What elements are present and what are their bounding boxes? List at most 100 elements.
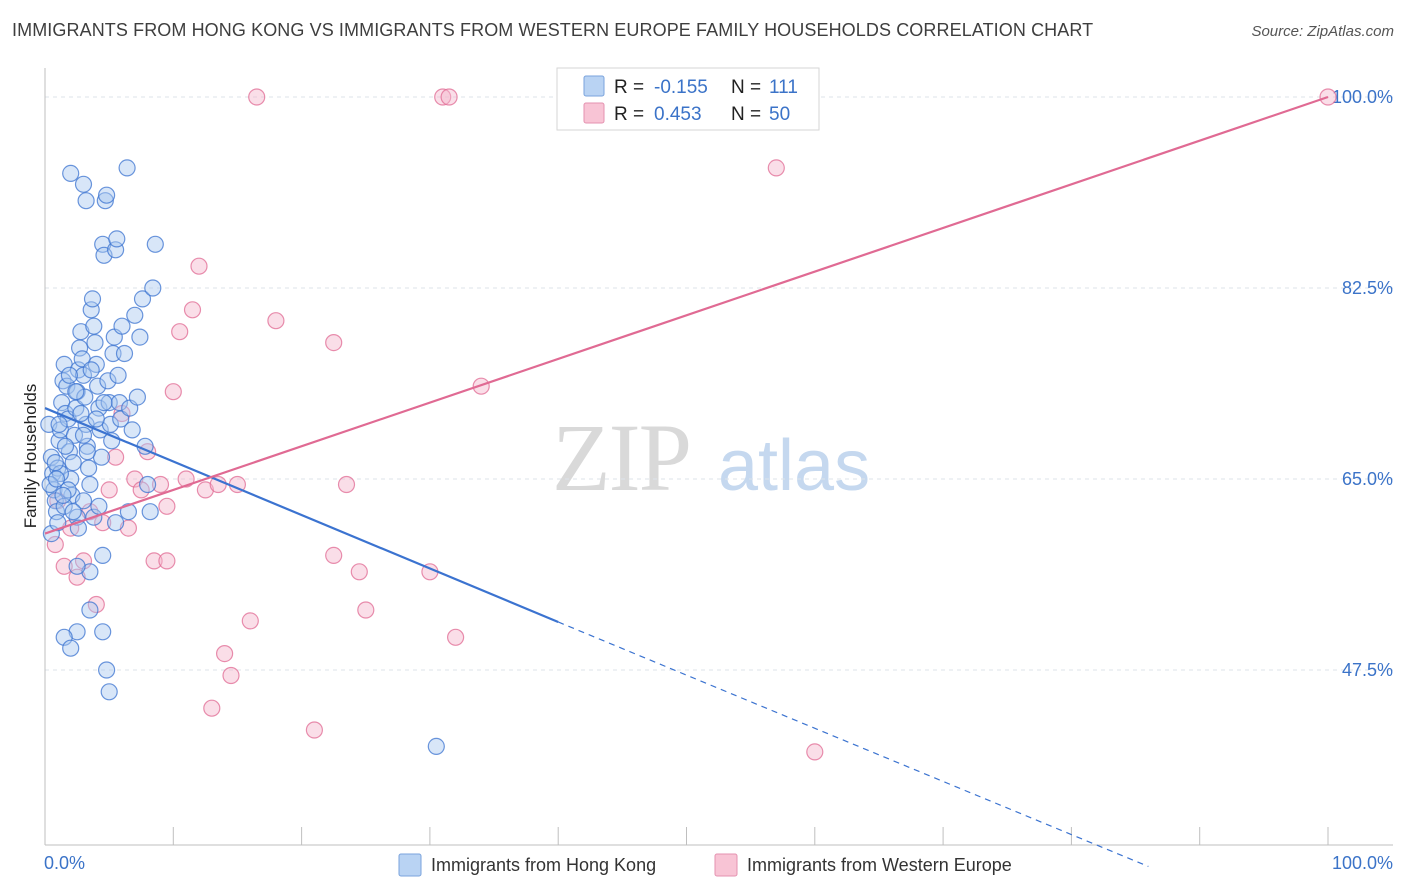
gridlines bbox=[45, 96, 1393, 671]
data-point-hong-kong bbox=[74, 426, 93, 444]
data-point-hong-kong bbox=[131, 328, 149, 346]
legend-western-europe-label: Immigrants from Western Europe bbox=[747, 855, 1012, 875]
y-tick-label: 82.5% bbox=[1342, 278, 1393, 298]
data-point-hong-kong bbox=[81, 475, 99, 494]
data-point-hong-kong bbox=[74, 492, 93, 510]
stats-blue-n-value: 111 bbox=[769, 77, 798, 98]
data-point-hong-kong bbox=[87, 410, 105, 428]
data-point-hong-kong bbox=[144, 279, 162, 297]
data-point-hong-kong bbox=[68, 557, 86, 575]
data-point-hong-kong bbox=[82, 301, 100, 319]
axes bbox=[44, 68, 1393, 846]
data-point-hong-kong bbox=[62, 164, 80, 182]
data-point-hong-kong bbox=[55, 628, 73, 646]
data-point-hong-kong bbox=[97, 661, 116, 679]
data-point-western-europe bbox=[171, 323, 189, 341]
data-point-hong-kong bbox=[141, 503, 159, 521]
x-tick-label-max: 100.0% bbox=[1332, 853, 1393, 873]
data-point-western-europe bbox=[151, 475, 170, 494]
data-point-hong-kong bbox=[118, 159, 136, 177]
data-point-western-europe bbox=[177, 470, 195, 488]
data-point-hong-kong bbox=[47, 470, 66, 488]
stats-pink-r-label: R = bbox=[614, 104, 644, 125]
trend-line-hong-kong bbox=[44, 407, 559, 623]
data-point-hong-kong bbox=[64, 454, 82, 472]
legend-western-europe-swatch bbox=[714, 853, 738, 877]
data-point-western-europe bbox=[100, 481, 118, 499]
data-point-western-europe bbox=[216, 644, 234, 663]
stats-blue-n-label: N = bbox=[731, 77, 761, 98]
data-point-western-europe bbox=[55, 557, 73, 575]
data-point-western-europe bbox=[357, 601, 375, 619]
data-point-western-europe bbox=[46, 535, 64, 554]
data-point-hong-kong bbox=[146, 235, 164, 253]
data-point-hong-kong bbox=[128, 388, 146, 406]
trend-line-western-europe bbox=[44, 95, 1329, 535]
data-point-hong-kong bbox=[60, 366, 79, 384]
data-point-hong-kong bbox=[78, 437, 96, 455]
data-point-hong-kong bbox=[56, 437, 75, 455]
data-point-western-europe bbox=[440, 88, 458, 106]
data-point-hong-kong bbox=[68, 623, 86, 641]
legend-hong-kong-label: Immigrants from Hong Kong bbox=[431, 855, 656, 875]
data-point-hong-kong bbox=[46, 454, 64, 472]
watermark: ZIP atlas bbox=[552, 404, 870, 511]
y-tick-label: 47.5% bbox=[1342, 660, 1393, 680]
data-point-hong-kong bbox=[123, 421, 141, 439]
data-point-hong-kong bbox=[85, 317, 103, 335]
data-point-hong-kong bbox=[92, 448, 111, 466]
data-point-western-europe bbox=[350, 563, 368, 581]
data-point-western-europe bbox=[164, 383, 182, 401]
data-point-hong-kong bbox=[74, 175, 93, 193]
data-point-hong-kong bbox=[82, 361, 100, 379]
data-point-hong-kong bbox=[78, 443, 96, 461]
data-point-hong-kong bbox=[76, 388, 94, 406]
data-point-western-europe bbox=[248, 88, 266, 106]
data-point-western-europe bbox=[267, 312, 285, 330]
data-point-hong-kong bbox=[99, 372, 117, 390]
data-point-hong-kong bbox=[96, 192, 114, 210]
data-point-hong-kong bbox=[100, 683, 118, 701]
data-point-hong-kong bbox=[81, 563, 99, 581]
data-point-western-europe bbox=[158, 497, 176, 515]
y-tick-label: 65.0% bbox=[1342, 469, 1393, 489]
data-point-western-europe bbox=[203, 699, 221, 717]
data-point-hong-kong bbox=[83, 290, 102, 308]
trend-line-hong-kong-extrapolated bbox=[557, 621, 1149, 868]
data-point-western-europe bbox=[241, 612, 259, 630]
data-point-hong-kong bbox=[67, 383, 85, 401]
data-point-hong-kong bbox=[58, 377, 76, 395]
data-point-western-europe bbox=[183, 301, 202, 319]
data-point-hong-kong bbox=[81, 601, 99, 619]
data-point-hong-kong bbox=[90, 497, 108, 515]
stats-pink-n-label: N = bbox=[731, 104, 761, 125]
stats-pink-n-value: 50 bbox=[769, 104, 790, 125]
chart-title: IMMIGRANTS FROM HONG KONG VS IMMIGRANTS … bbox=[12, 20, 1094, 40]
data-point-western-europe bbox=[337, 475, 356, 494]
watermark-atlas: atlas bbox=[718, 426, 870, 506]
y-axis-label: Family Households bbox=[21, 384, 40, 529]
stats-blue-r-label: R = bbox=[614, 77, 644, 98]
y-tick-label: 100.0% bbox=[1332, 87, 1393, 107]
data-point-hong-kong bbox=[65, 426, 84, 444]
data-point-western-europe bbox=[158, 552, 176, 570]
series-hong-kong-points bbox=[40, 159, 445, 756]
data-point-western-europe bbox=[126, 470, 144, 488]
data-point-western-europe bbox=[447, 628, 465, 646]
data-point-hong-kong bbox=[100, 394, 118, 412]
data-point-western-europe bbox=[196, 481, 214, 499]
x-tick-label-min: 0.0% bbox=[44, 853, 85, 873]
data-point-hong-kong bbox=[79, 459, 98, 477]
data-point-hong-kong bbox=[77, 192, 95, 210]
stats-blue-r-value: -0.155 bbox=[654, 77, 708, 98]
data-point-hong-kong bbox=[72, 404, 90, 423]
data-point-hong-kong bbox=[72, 323, 90, 341]
stats-blue-swatch bbox=[583, 75, 605, 97]
y-tick-labels: 47.5% 65.0% 82.5% 100.0% bbox=[1332, 87, 1393, 680]
data-point-western-europe bbox=[222, 666, 240, 685]
watermark-zip: ZIP bbox=[552, 404, 690, 511]
data-point-western-europe bbox=[434, 88, 452, 106]
data-point-western-europe bbox=[325, 334, 343, 352]
stats-box: R = -0.155 N = 111 R = 0.453 N = 50 bbox=[556, 67, 820, 131]
legend-hong-kong-swatch bbox=[398, 853, 422, 877]
